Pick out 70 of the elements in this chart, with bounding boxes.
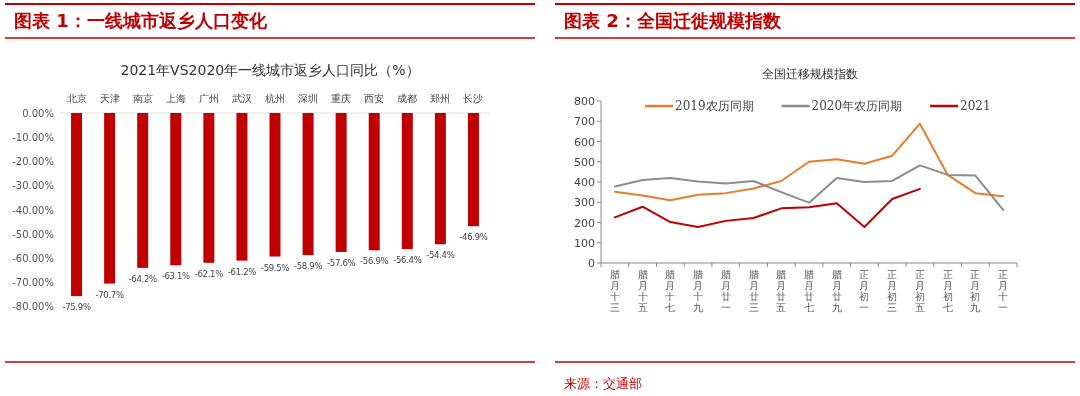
data-label: -58.9% xyxy=(293,261,323,272)
x-tick-label: 深圳 xyxy=(298,93,319,104)
x-tick-label: 正月初三 xyxy=(887,269,898,313)
y-tick-label: 300 xyxy=(574,196,595,210)
x-tick-label: 腊月廿五 xyxy=(776,269,787,313)
legend-label: 2021 xyxy=(960,99,991,113)
data-label: -54.4% xyxy=(426,250,455,261)
y-tick-label: 100 xyxy=(574,236,595,250)
x-tick-label: 广州 xyxy=(198,93,219,104)
x-tick-label: 腊月廿七 xyxy=(804,269,814,313)
y-tick-label: 800 xyxy=(574,95,595,108)
y-tick-label: -50.00% xyxy=(12,228,54,240)
x-tick-label: 正月初七 xyxy=(942,269,953,313)
y-tick-label: 0 xyxy=(588,257,595,270)
data-label: -46.9% xyxy=(459,232,488,243)
legend-label: 2020年农历同期 xyxy=(811,99,903,113)
data-label: -64.2% xyxy=(128,273,158,284)
source-note: 来源：交通部 xyxy=(564,376,642,391)
x-tick-label: 西安 xyxy=(364,93,385,104)
line-series xyxy=(613,122,1005,202)
x-tick-label: 腊月十五 xyxy=(637,269,648,313)
x-tick-label: 正月初一 xyxy=(859,269,870,313)
chart-title: 图表 2：全国迁徙规模指数 xyxy=(564,10,782,31)
chart-subtitle: 全国迁移规模指数 xyxy=(762,67,858,81)
x-tick-label: 成都 xyxy=(397,93,418,104)
data-label: -56.4% xyxy=(393,255,422,266)
data-label: -61.2% xyxy=(227,266,257,277)
y-tick-label: 700 xyxy=(574,115,595,129)
y-tick-label: 600 xyxy=(574,135,595,149)
x-tick-label: 腊月廿三 xyxy=(748,269,759,313)
x-tick-label: 腊月十三 xyxy=(609,269,620,313)
chart-title: 图表 1：一线城市返乡人口变化 xyxy=(14,10,268,31)
x-tick-label: 长沙 xyxy=(463,93,484,104)
x-tick-label: 腊月十九 xyxy=(693,269,704,313)
x-tick-label: 北京 xyxy=(66,93,87,104)
x-tick-label: 天津 xyxy=(99,93,120,104)
data-label: -70.7% xyxy=(95,289,124,300)
x-tick-label: 正月初九 xyxy=(970,269,981,313)
data-label: -59.5% xyxy=(260,262,290,273)
data-label: -57.6% xyxy=(327,257,356,268)
x-tick-label: 重庆 xyxy=(331,93,352,104)
x-tick-label: 上海 xyxy=(165,93,186,104)
y-tick-label: -80.00% xyxy=(12,301,54,312)
line-series xyxy=(613,164,1005,211)
x-tick-label: 正月初五 xyxy=(914,269,925,313)
y-tick-label: 500 xyxy=(574,155,595,169)
data-label: -63.1% xyxy=(161,271,191,282)
y-tick-label: -60.00% xyxy=(12,252,54,264)
x-tick-label: 腊月廿九 xyxy=(831,269,842,313)
y-tick-label: -20.00% xyxy=(12,156,54,168)
x-tick-label: 南京 xyxy=(132,93,153,104)
x-tick-label: 杭州 xyxy=(264,93,285,104)
x-tick-label: 正月十一 xyxy=(998,269,1009,313)
line-series xyxy=(613,187,921,228)
y-tick-label: 400 xyxy=(574,176,595,189)
data-label: -75.9% xyxy=(62,302,91,313)
x-tick-label: 武汉 xyxy=(231,93,252,104)
x-tick-label: 腊月廿一 xyxy=(720,269,731,313)
y-tick-label: -40.00% xyxy=(12,204,54,216)
legend-label: 2019农历同期 xyxy=(675,99,754,113)
y-tick-label: -70.00% xyxy=(12,276,54,288)
y-tick-label: -10.00% xyxy=(12,132,54,144)
y-tick-label: 0.00% xyxy=(22,108,54,119)
data-label: -56.9% xyxy=(360,256,389,267)
y-tick-label: -30.00% xyxy=(12,180,54,192)
x-tick-label: 郑州 xyxy=(430,93,451,104)
y-tick-label: 200 xyxy=(574,216,595,230)
chart-subtitle: 2021年VS2020年一线城市返乡人口同比（%） xyxy=(120,62,420,78)
x-tick-label: 腊月十七 xyxy=(665,269,676,313)
data-label: -62.1% xyxy=(194,268,224,279)
